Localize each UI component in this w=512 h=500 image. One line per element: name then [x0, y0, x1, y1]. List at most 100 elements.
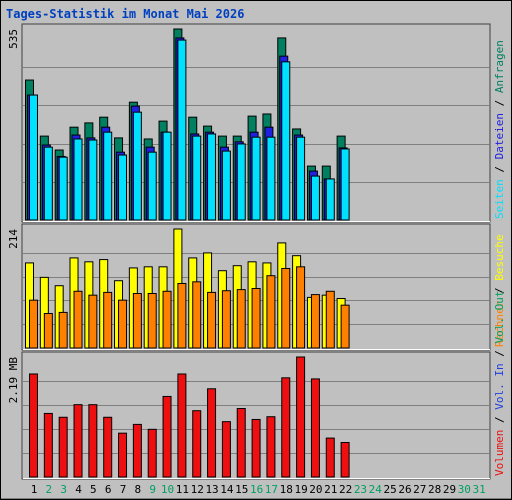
- bar: [147, 151, 157, 221]
- bar: [325, 437, 335, 478]
- bar: [58, 156, 68, 221]
- bar: [29, 94, 38, 221]
- bar: [340, 304, 350, 349]
- bar: [340, 148, 350, 221]
- x-tick-label: 1: [31, 483, 38, 496]
- bar: [177, 373, 187, 478]
- bar: [251, 136, 261, 221]
- bar: [221, 150, 231, 221]
- bar: [29, 299, 38, 349]
- bar: [221, 421, 231, 478]
- x-tick-label: 7: [120, 483, 127, 496]
- bar: [192, 281, 202, 349]
- legend-entry: Seiten: [493, 179, 506, 219]
- legend-entry: Rechner: [493, 300, 506, 347]
- bar: [88, 139, 98, 221]
- bar: [281, 61, 291, 221]
- legend-separator: /: [493, 344, 506, 364]
- bar: [281, 267, 291, 349]
- legend-entry: Anfragen: [493, 40, 506, 93]
- bar: [132, 423, 142, 478]
- bar: [73, 138, 83, 221]
- bar: [207, 388, 217, 478]
- bar: [340, 441, 350, 478]
- bar: [325, 178, 335, 221]
- x-tick-label: 9: [149, 483, 156, 496]
- bar: [43, 146, 53, 221]
- bar: [88, 294, 98, 349]
- x-tick-label: 31: [473, 483, 486, 496]
- bar: [43, 412, 53, 478]
- legend-entry: Vol. In: [493, 363, 506, 409]
- x-tick-label: 11: [176, 483, 189, 496]
- legend: Seiten / Dateien / Anfragen: [493, 40, 506, 219]
- bar: [221, 290, 231, 349]
- bar: [103, 416, 113, 478]
- x-tick-label: 8: [135, 483, 142, 496]
- chart-title: Tages-Statistik im Monat Mai 2026: [6, 7, 244, 21]
- x-tick-label: 10: [161, 483, 174, 496]
- bar: [236, 289, 246, 349]
- bar: [177, 39, 187, 221]
- bar: [132, 111, 142, 221]
- bar: [162, 131, 172, 221]
- x-tick-label: 13: [205, 483, 218, 496]
- bar: [177, 282, 187, 349]
- legend: Volumen / Vol. In / Vol. Out: [493, 291, 506, 476]
- bar: [310, 294, 320, 349]
- bar: [192, 410, 202, 478]
- x-tick-label: 28: [428, 483, 441, 496]
- y-max-label: 214: [7, 229, 20, 249]
- bar: [296, 136, 306, 221]
- x-tick-label: 21: [324, 483, 337, 496]
- bar: [118, 154, 128, 221]
- y-max-label: 535: [7, 29, 20, 49]
- bar: [266, 136, 276, 221]
- x-tick-label: 3: [60, 483, 67, 496]
- x-tick-label: 25: [384, 483, 397, 496]
- legend: Rechner / Besuche: [493, 234, 506, 347]
- x-tick-label: 19: [294, 483, 307, 496]
- x-tick-label: 23: [354, 483, 367, 496]
- bar: [236, 143, 246, 221]
- y-max-label: 2.19 MB: [7, 357, 20, 404]
- x-tick-label: 18: [280, 483, 293, 496]
- bar: [207, 133, 217, 221]
- bar: [281, 377, 291, 478]
- bar: [147, 293, 157, 349]
- x-tick-label: 6: [105, 483, 112, 496]
- x-tick-label: 17: [265, 483, 278, 496]
- bar: [162, 290, 172, 349]
- x-tick-label: 24: [369, 483, 383, 496]
- bar: [266, 275, 276, 349]
- legend-entry: Dateien: [493, 113, 506, 159]
- bar: [251, 288, 261, 349]
- bar: [192, 135, 202, 221]
- bar: [29, 373, 38, 478]
- legend-entry: Volumen: [493, 430, 506, 476]
- x-tick-label: 27: [413, 483, 426, 496]
- x-tick-label: 22: [339, 483, 352, 496]
- bar: [103, 131, 113, 221]
- bar: [266, 416, 276, 478]
- legend-entry: Besuche: [493, 234, 506, 280]
- bar: [118, 299, 128, 349]
- bar: [147, 428, 157, 478]
- bar: [162, 395, 172, 478]
- bar: [310, 378, 320, 478]
- bar: [88, 404, 98, 478]
- legend-separator: /: [493, 159, 506, 179]
- x-tick-label: 12: [191, 483, 204, 496]
- bar: [73, 404, 83, 478]
- x-tick-label: 30: [458, 483, 471, 496]
- legend-separator: /: [493, 93, 506, 113]
- bar: [103, 291, 113, 349]
- x-tick-label: 5: [90, 483, 97, 496]
- x-tick-label: 14: [220, 483, 234, 496]
- legend-entry: Vol. Out: [493, 291, 506, 344]
- legend-separator: /: [493, 410, 506, 430]
- x-tick-label: 4: [75, 483, 82, 496]
- x-tick-label: 2: [46, 483, 53, 496]
- x-tick-label: 16: [250, 483, 263, 496]
